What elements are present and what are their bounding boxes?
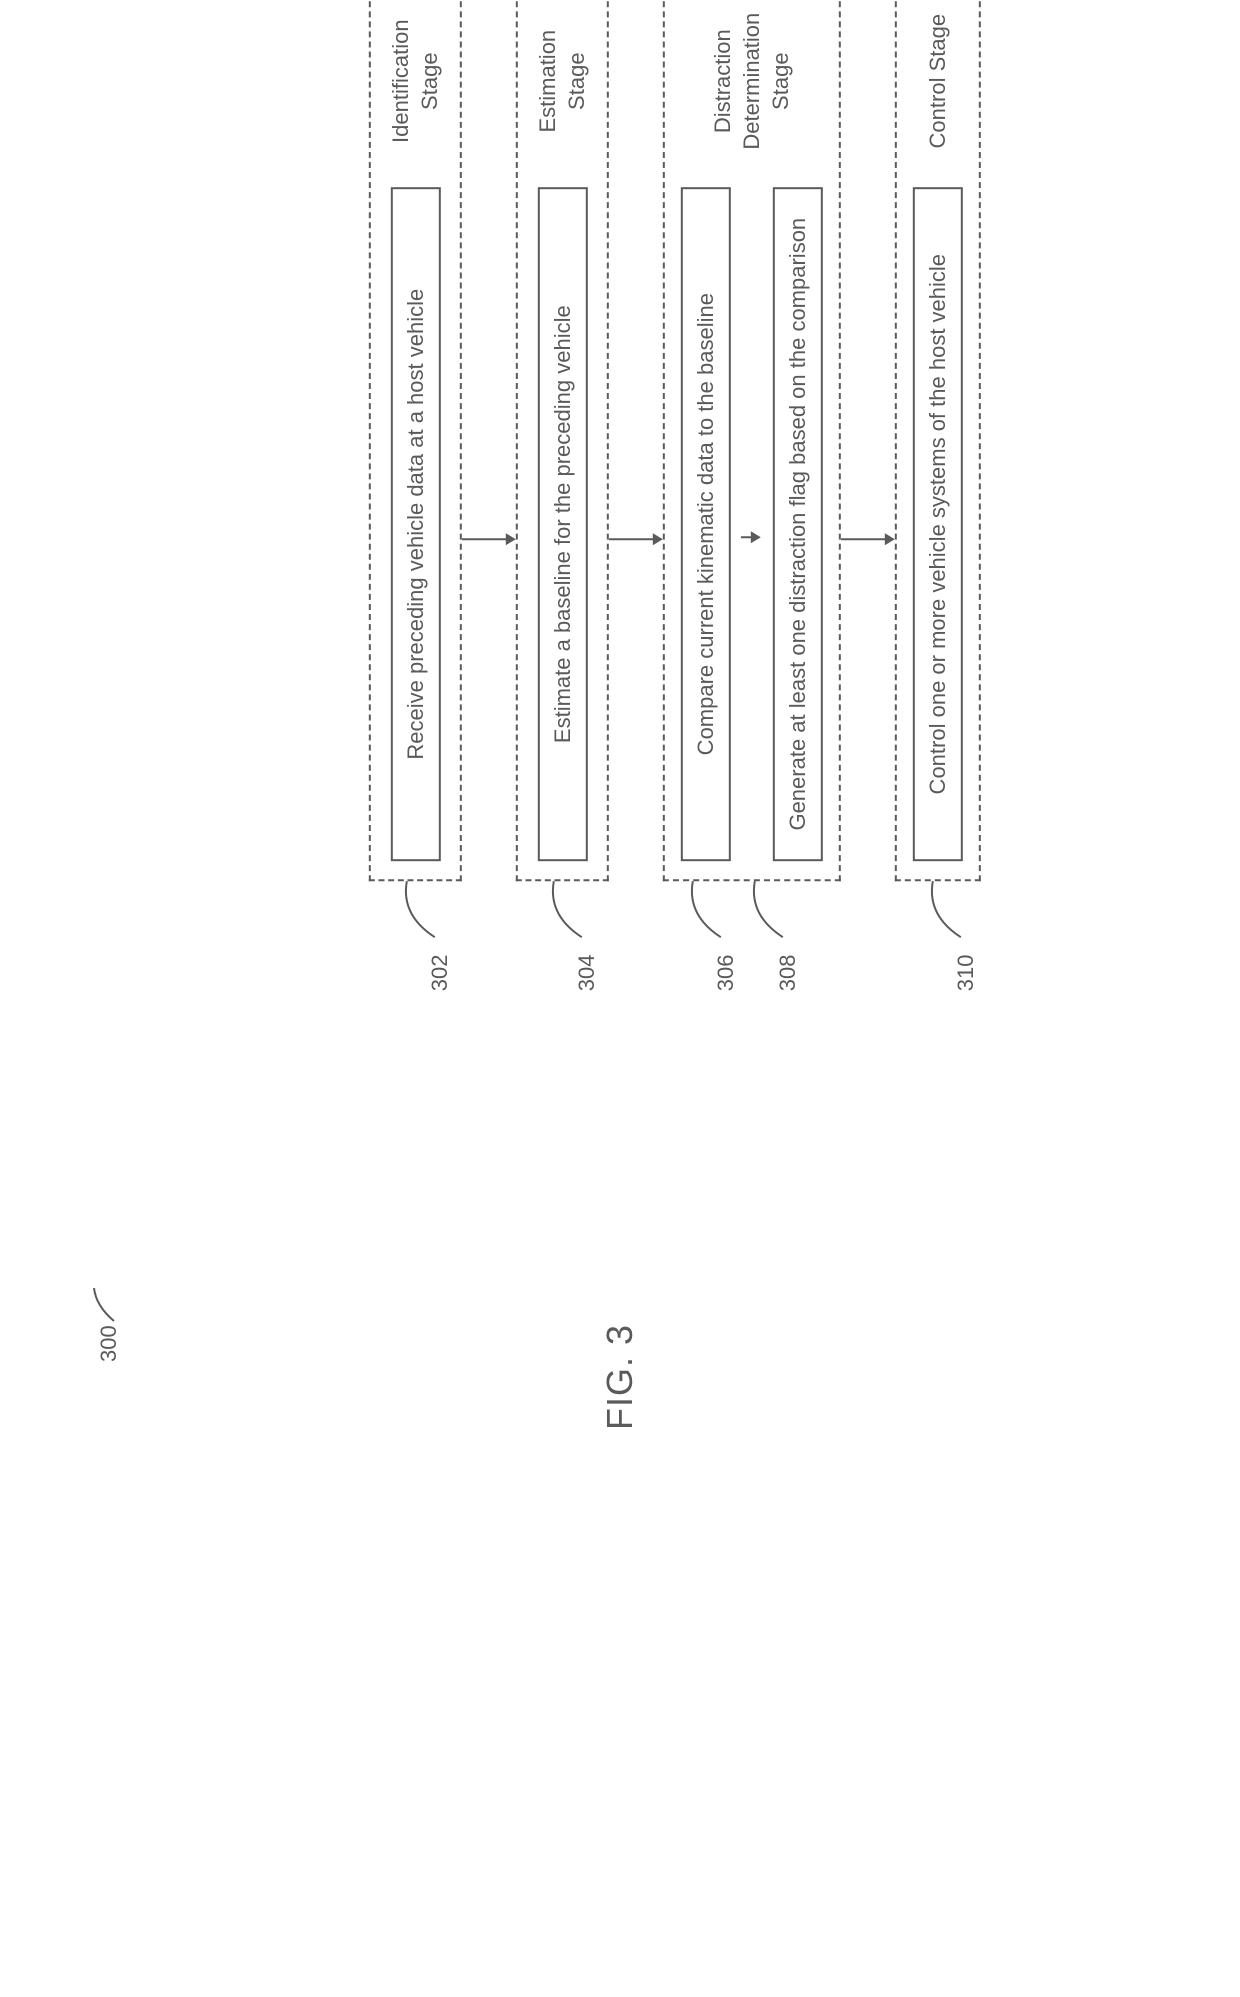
stage-distraction-determination: 306 308 Compare current kinematic data t… <box>663 0 841 881</box>
stage-inner: Control one or more vehicle systems of t… <box>913 187 963 861</box>
inner-arrow <box>743 187 761 861</box>
box-estimate-baseline: Estimate a baseline for the preceding ve… <box>538 187 588 861</box>
stage-inner: Receive preceding vehicle data at a host… <box>390 187 440 861</box>
arrow-2 <box>609 0 663 881</box>
box-receive-data: Receive preceding vehicle data at a host… <box>390 187 440 861</box>
lead-curve-304 <box>546 879 586 945</box>
box-text: Control one or more vehicle systems of t… <box>925 254 950 794</box>
lead-curve-308 <box>747 879 787 945</box>
lead-wrap-2: 304 <box>518 879 607 945</box>
lead-wrap-1: 302 <box>371 879 460 945</box>
flowchart: 302 Receive preceding vehicle data at a … <box>369 0 981 881</box>
ref-306: 306 <box>713 954 739 991</box>
stage-inner: Estimate a baseline for the preceding ve… <box>538 187 588 861</box>
figure-number: 300 <box>96 1325 122 1362</box>
stage-label-identification: Identification Stage <box>387 1 444 161</box>
box-generate-flag: Generate at least one distraction flag b… <box>773 187 823 861</box>
lead-curve-310 <box>925 879 965 945</box>
box-text: Compare current kinematic data to the ba… <box>693 293 718 755</box>
figure-number-lead <box>92 1284 122 1324</box>
box-compare-kinematic: Compare current kinematic data to the ba… <box>681 187 731 861</box>
ref-302: 302 <box>427 954 453 991</box>
figure-caption: FIG. 3 <box>599 757 641 1997</box>
stage-identification: 302 Receive preceding vehicle data at a … <box>369 0 462 881</box>
arrow-3 <box>841 0 895 881</box>
page: 300 302 Receive preceding vehicle data a… <box>0 0 1240 1458</box>
box-text: Generate at least one distraction flag b… <box>785 218 810 831</box>
stage-label-distraction: Distraction Determination Stage <box>709 1 795 161</box>
stage-inner: Compare current kinematic data to the ba… <box>681 187 823 861</box>
lead-curve-302 <box>399 879 439 945</box>
stage-estimation: 304 Estimate a baseline for the precedin… <box>516 0 609 881</box>
box-control-systems: Control one or more vehicle systems of t… <box>913 187 963 861</box>
stage-label-control: Control Stage <box>924 1 953 161</box>
stage-control: 310 Control one or more vehicle systems … <box>895 0 981 881</box>
arrow-1 <box>462 0 516 881</box>
figure-number-text: 300 <box>96 1325 121 1362</box>
ref-304: 304 <box>574 954 600 991</box>
ref-308: 308 <box>775 954 801 991</box>
lead-wrap-4: 310 <box>897 879 979 945</box>
ref-310: 310 <box>953 954 979 991</box>
stage-label-estimation: Estimation Stage <box>534 1 591 161</box>
box-text: Receive preceding vehicle data at a host… <box>402 289 427 760</box>
lead-wrap-3: 306 308 <box>665 879 839 945</box>
box-text: Estimate a baseline for the preceding ve… <box>550 305 575 743</box>
lead-curve-306 <box>685 879 725 945</box>
